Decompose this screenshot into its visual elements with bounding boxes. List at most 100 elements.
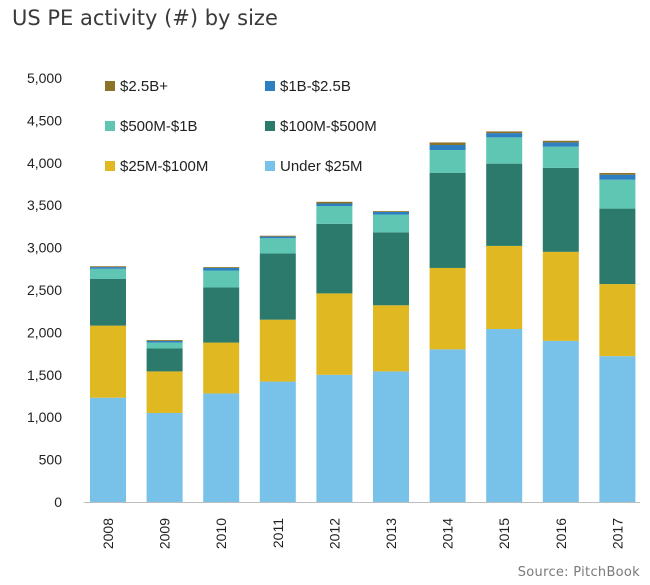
bar-segment-2009--500m-1b [146, 342, 183, 349]
bar-segment-2008--1b-2-5b [90, 267, 126, 269]
x-tick-label: 2014 [440, 518, 456, 549]
bar-segment-2012--25m-100m [316, 293, 353, 375]
bar-segment-2011--500m-1b [259, 238, 296, 254]
bar-segment-2012--2-5b- [316, 201, 353, 204]
bar-segment-2016--100m-500m [542, 167, 579, 252]
bar-segment-2015--1b-2-5b [486, 133, 523, 138]
bar-segment-2011--100m-500m [259, 253, 296, 320]
bar-segment-2013--1b-2-5b [373, 211, 409, 215]
legend-label: Under $25M [280, 158, 363, 175]
bar-segment-2013--500m-1b [373, 214, 409, 233]
bar-segment-2011--1b-2-5b [259, 236, 296, 239]
bar-segment-2017--500m-1b [599, 179, 636, 209]
y-tick-label: 2,500 [27, 282, 62, 298]
x-axis: 2008 2009 2010 2011 2012 2013 2014 2015 2016 2017 [84, 502, 640, 549]
bar-segment-2015--25m-100m [486, 245, 523, 330]
bar-segment-2011--2-5b- [259, 235, 296, 237]
legend-swatch [265, 161, 275, 171]
bar-segment-2017--2-5b- [599, 172, 636, 175]
bar-segment-2011--25m-100m [259, 319, 296, 382]
bar-segment-2012--1b-2-5b [316, 203, 353, 207]
legend-label: $2.5B+ [120, 78, 168, 95]
bar-segment-2017--1b-2-5b [599, 174, 636, 180]
legend-label: $25M-$100M [120, 158, 208, 175]
bar-segment-2012--100m-500m [316, 223, 353, 294]
bar-segment-2008-under-25m [90, 397, 126, 502]
bar-segment-2008--100m-500m [90, 278, 126, 326]
y-tick-label: 500 [39, 452, 63, 468]
bar-segment-2010-under-25m [203, 393, 240, 502]
x-tick-label: 2010 [213, 518, 229, 549]
bar-segment-2015-under-25m [486, 329, 523, 502]
bar-segment-2008--25m-100m [90, 325, 126, 398]
x-tick-label: 2011 [270, 518, 286, 548]
bar-segment-2013--2-5b- [373, 211, 409, 212]
bar-segment-2013--100m-500m [373, 232, 409, 306]
y-tick-label: 4,000 [27, 155, 62, 171]
bar-segment-2017--25m-100m [599, 284, 636, 357]
x-tick-label: 2013 [383, 518, 399, 549]
bar-segment-2016--1b-2-5b [542, 142, 579, 147]
bar-segment-2014-under-25m [429, 349, 466, 502]
legend-label: $500M-$1B [120, 118, 198, 135]
legend: $2.5B+ $1B-$2.5B $500M-$1B $100M-$500M $25M-… [105, 78, 377, 175]
bar-segment-2010--100m-500m [203, 287, 240, 343]
x-tick-label: 2009 [157, 518, 173, 549]
legend-swatch [105, 121, 115, 131]
bar-segment-2014--2-5b- [429, 142, 466, 145]
bar-segment-2009--25m-100m [146, 371, 183, 413]
bar-segment-2014--100m-500m [429, 172, 466, 268]
legend-swatch [265, 81, 275, 91]
bar-segment-2011-under-25m [259, 381, 296, 502]
bar-segment-2013--25m-100m [373, 305, 409, 372]
x-tick-label: 2017 [609, 518, 625, 549]
bar-segment-2017-under-25m [599, 356, 636, 502]
y-tick-label: 3,500 [27, 197, 62, 213]
bar-segment-2017--100m-500m [599, 208, 636, 285]
legend-swatch [265, 121, 275, 131]
bar-segment-2012-under-25m [316, 374, 353, 502]
bar-segment-2016--2-5b- [542, 140, 579, 143]
bar-segment-2014--25m-100m [429, 267, 466, 350]
bar-segment-2015--100m-500m [486, 163, 523, 246]
bar-segment-2012--500m-1b [316, 206, 353, 224]
chart-title: US PE activity (#) by size [12, 6, 278, 30]
bar-segment-2016--25m-100m [542, 251, 579, 341]
x-tick-label: 2016 [553, 518, 569, 549]
bar-segment-2008--500m-1b [90, 268, 126, 279]
legend-label: $100M-$500M [280, 118, 377, 135]
bar-segment-2010--500m-1b [203, 270, 240, 288]
bar-segment-2015--500m-1b [486, 137, 523, 164]
source-note: Source: PitchBook [517, 565, 640, 580]
y-tick-label: 2,000 [27, 324, 62, 340]
bar-segment-2010--25m-100m [203, 342, 240, 394]
bar-segment-2014--500m-1b [429, 150, 466, 173]
bar-segment-2016--500m-1b [542, 146, 579, 168]
y-tick-label: 0 [54, 494, 62, 510]
y-axis: 0 500 1,000 1,500 2,000 2,500 3,000 3,500 4,000 4… [27, 70, 62, 510]
y-tick-label: 3,000 [27, 240, 62, 256]
bars [90, 131, 636, 502]
y-tick-label: 1,500 [27, 367, 62, 383]
bar-segment-2016-under-25m [542, 340, 579, 502]
bar-segment-2013-under-25m [373, 371, 409, 502]
x-tick-label: 2008 [100, 518, 116, 549]
x-tick-label: 2015 [496, 518, 512, 549]
bar-segment-2009--2-5b- [146, 340, 183, 341]
y-tick-label: 4,500 [27, 112, 62, 128]
bar-segment-2008--2-5b- [90, 266, 126, 268]
bar-segment-2009--100m-500m [146, 348, 183, 372]
bar-segment-2009--1b-2-5b [146, 340, 183, 343]
bar-segment-2014--1b-2-5b [429, 144, 466, 151]
bar-segment-2009-under-25m [146, 412, 183, 502]
legend-swatch [105, 81, 115, 91]
legend-label: $1B-$2.5B [280, 78, 351, 95]
bar-segment-2010--1b-2-5b [203, 267, 240, 271]
y-tick-label: 5,000 [27, 70, 62, 86]
bar-segment-2010--2-5b- [203, 267, 240, 268]
y-tick-label: 1,000 [27, 409, 62, 425]
x-tick-label: 2012 [326, 518, 342, 549]
legend-swatch [105, 161, 115, 171]
bar-segment-2015--2-5b- [486, 131, 523, 134]
